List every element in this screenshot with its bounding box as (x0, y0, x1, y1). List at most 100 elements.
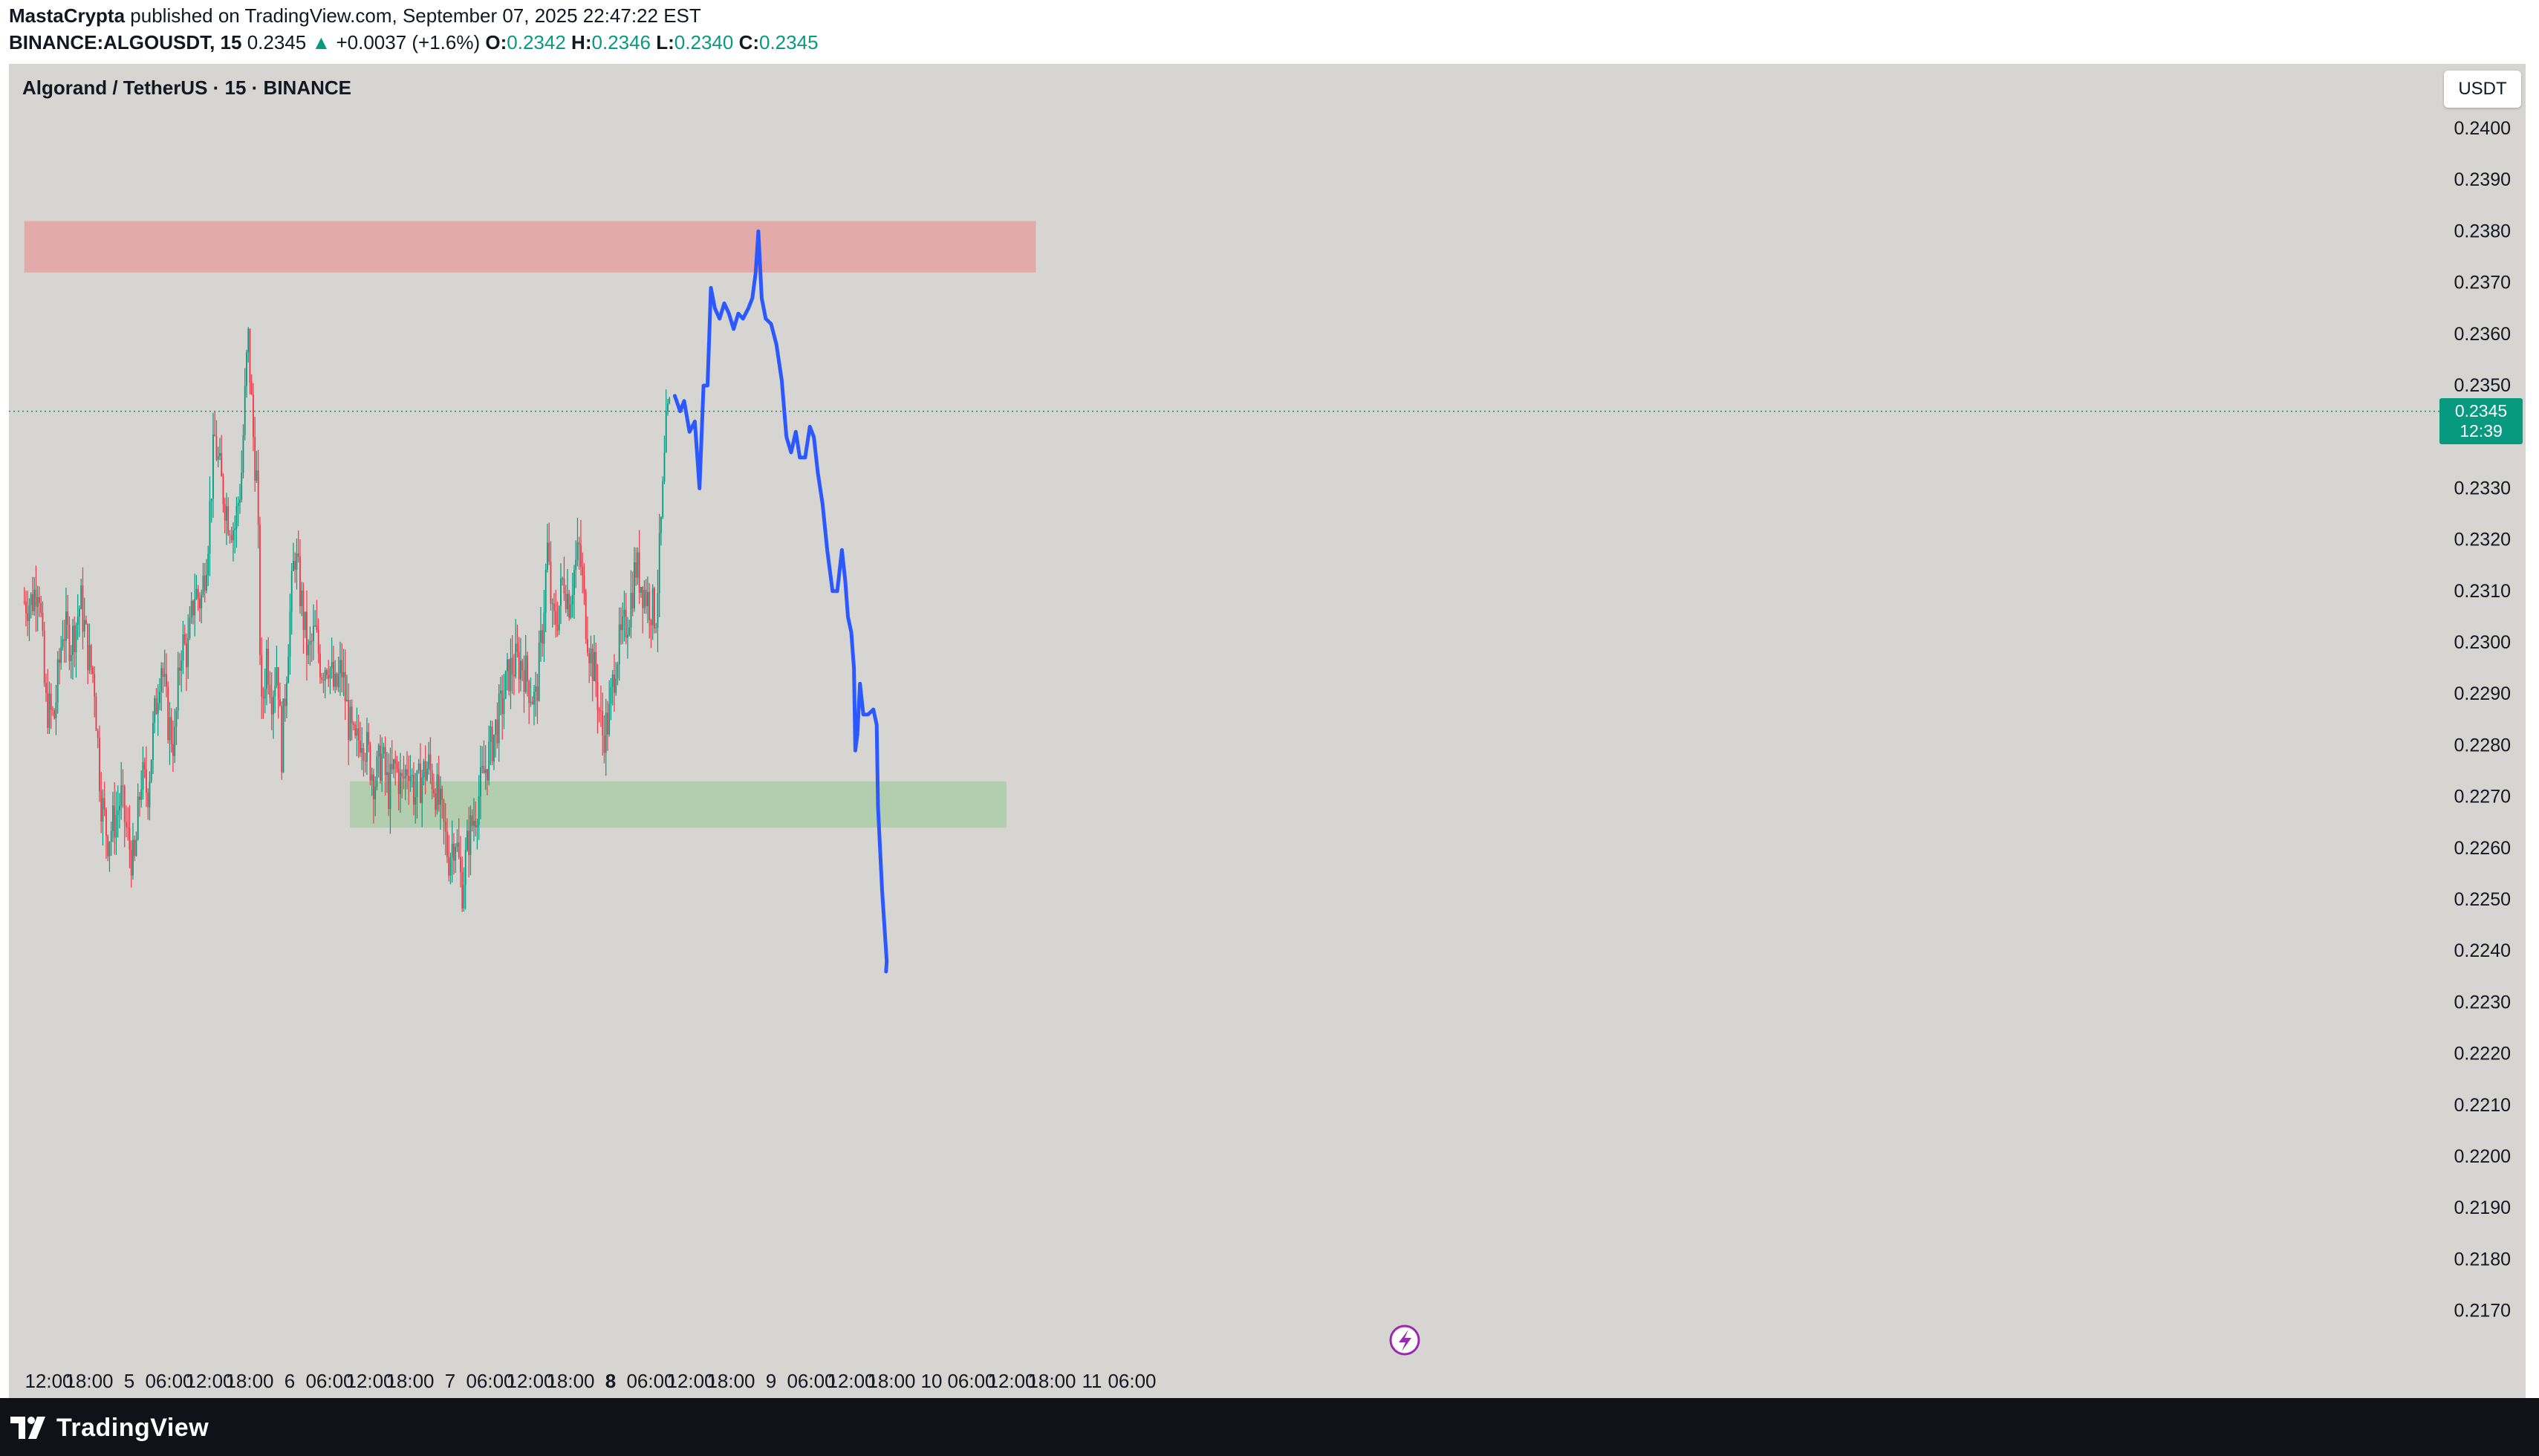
candle[interactable] (667, 398, 669, 416)
candle[interactable] (40, 595, 42, 617)
candle[interactable] (523, 655, 525, 713)
candle[interactable] (102, 789, 104, 846)
candle[interactable] (222, 473, 224, 513)
candle[interactable] (582, 552, 584, 594)
candle[interactable] (344, 649, 346, 721)
candle[interactable] (444, 803, 446, 856)
candle[interactable] (324, 667, 326, 698)
candle[interactable] (598, 706, 600, 723)
candle[interactable] (393, 758, 394, 779)
candle[interactable] (637, 547, 639, 585)
candle[interactable] (643, 580, 646, 614)
candle[interactable] (377, 743, 380, 778)
candle[interactable] (423, 758, 425, 786)
candle[interactable] (368, 723, 370, 753)
candle[interactable] (159, 678, 160, 710)
candle[interactable] (635, 547, 637, 586)
candle[interactable] (97, 728, 99, 749)
candle[interactable] (658, 513, 660, 617)
candle[interactable] (174, 708, 176, 764)
candle[interactable] (204, 562, 206, 602)
candle[interactable] (294, 552, 296, 583)
candle[interactable] (473, 798, 475, 842)
candle[interactable] (556, 601, 559, 637)
candle[interactable] (32, 576, 33, 616)
candle[interactable] (660, 516, 662, 546)
candle[interactable] (433, 773, 435, 798)
candle[interactable] (254, 417, 256, 492)
candle[interactable] (83, 597, 85, 638)
candle[interactable] (547, 524, 548, 573)
candle[interactable] (112, 791, 114, 842)
candle[interactable] (542, 624, 544, 657)
candle[interactable] (510, 638, 512, 709)
candle[interactable] (446, 818, 448, 863)
candle[interactable] (420, 743, 421, 804)
candle[interactable] (80, 578, 82, 610)
candle[interactable] (190, 592, 192, 624)
candle[interactable] (451, 820, 453, 883)
candle[interactable] (35, 565, 37, 632)
candle[interactable] (123, 784, 126, 848)
candle[interactable] (296, 538, 298, 590)
candle[interactable] (229, 530, 231, 544)
candle[interactable] (544, 563, 547, 633)
candle[interactable] (356, 707, 358, 757)
candle[interactable] (466, 819, 468, 852)
candle[interactable] (28, 598, 30, 641)
candle[interactable] (257, 449, 259, 549)
candle[interactable] (304, 611, 306, 638)
candle[interactable] (438, 755, 440, 812)
candle[interactable] (88, 623, 91, 675)
candle[interactable] (331, 637, 333, 679)
candle[interactable] (157, 684, 159, 736)
candle[interactable] (580, 520, 582, 576)
candle[interactable] (605, 698, 607, 776)
candle[interactable] (36, 585, 39, 631)
candle[interactable] (182, 620, 184, 675)
candle[interactable] (306, 590, 308, 681)
candle[interactable] (600, 685, 602, 727)
candle[interactable] (99, 725, 100, 802)
candle[interactable] (94, 666, 96, 718)
candle[interactable] (383, 742, 385, 759)
candle[interactable] (23, 587, 25, 605)
candle[interactable] (650, 618, 652, 649)
candle[interactable] (513, 654, 515, 695)
candle[interactable] (618, 607, 620, 681)
candle[interactable] (611, 669, 614, 706)
candle[interactable] (127, 807, 129, 841)
chart-canvas[interactable]: 0.24000.23900.23800.23700.23600.23500.23… (9, 64, 2526, 1398)
candle[interactable] (262, 686, 264, 719)
candle[interactable] (468, 807, 470, 878)
candle[interactable] (617, 661, 619, 686)
candle[interactable] (511, 635, 513, 695)
candle[interactable] (400, 753, 401, 813)
currency-button[interactable]: USDT (2444, 71, 2521, 108)
candle[interactable] (226, 493, 227, 545)
candle[interactable] (648, 582, 651, 639)
candle[interactable] (620, 607, 622, 645)
candle[interactable] (274, 667, 276, 713)
candle[interactable] (397, 761, 400, 810)
candle[interactable] (568, 590, 570, 621)
candle[interactable] (319, 644, 321, 684)
candle[interactable] (48, 681, 51, 734)
candle[interactable] (321, 673, 323, 684)
candle[interactable] (603, 715, 605, 764)
candle[interactable] (595, 643, 597, 698)
candle[interactable] (85, 615, 87, 625)
candle[interactable] (163, 649, 166, 687)
candle[interactable] (256, 450, 258, 484)
candle[interactable] (521, 658, 524, 681)
candle[interactable] (95, 692, 97, 731)
candle[interactable] (235, 496, 238, 548)
candle[interactable] (507, 653, 508, 691)
candle[interactable] (493, 734, 495, 770)
candle[interactable] (590, 635, 592, 677)
candle[interactable] (311, 633, 313, 662)
candle[interactable] (146, 746, 147, 807)
candle[interactable] (380, 734, 381, 784)
candle[interactable] (353, 721, 354, 731)
candle[interactable] (281, 701, 283, 780)
